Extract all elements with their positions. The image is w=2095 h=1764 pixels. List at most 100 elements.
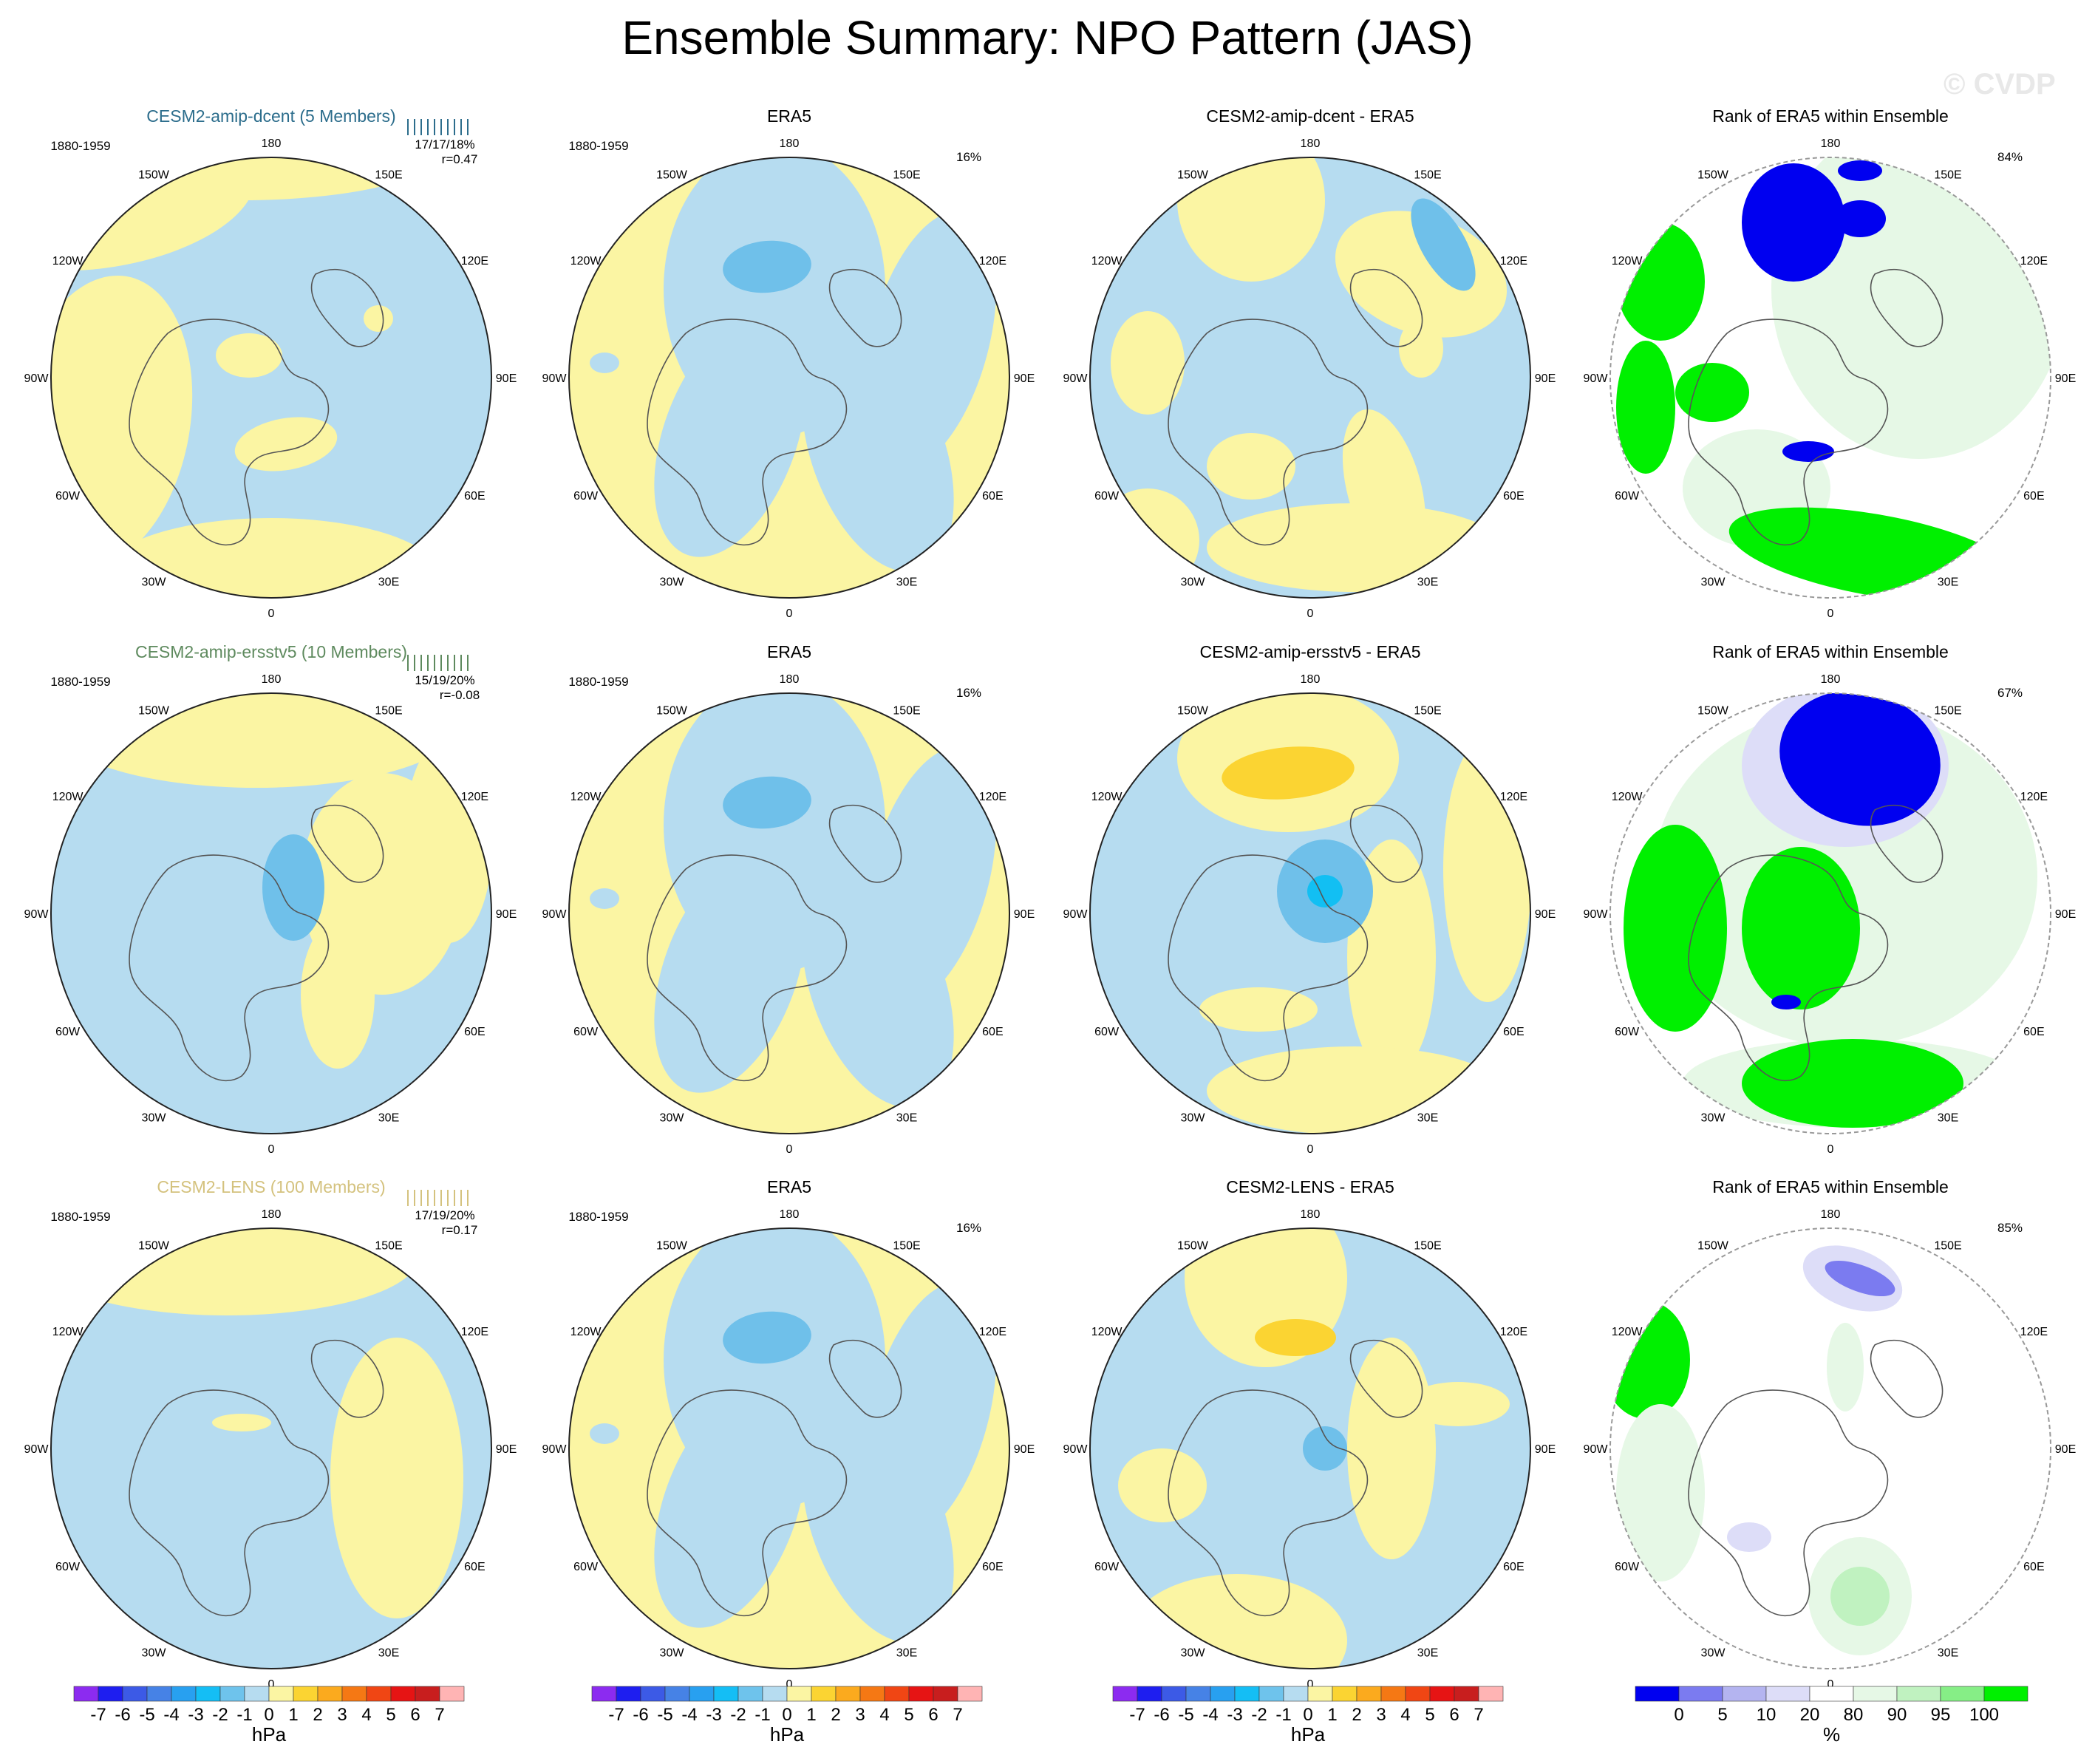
longitude-label: 30W (142, 576, 167, 588)
colorbar-swatch (1307, 1686, 1333, 1702)
longitude-label: 60E (982, 1561, 1003, 1573)
map-border (50, 1227, 492, 1669)
panel-title: CESM2-LENS (100 Members) (157, 1177, 385, 1196)
longitude-label: 0 (1827, 1143, 1834, 1156)
map-disc (1610, 693, 2051, 1134)
longitude-label: 150W (138, 705, 170, 718)
colorbar-tick-label: 3 (337, 1705, 347, 1725)
longitude-label: 150W (656, 705, 688, 718)
longitude-label: 150E (375, 1240, 402, 1253)
colorbar-tick-label: 5 (1425, 1705, 1434, 1725)
member-distribution-bar (407, 655, 469, 671)
longitude-label: 30W (660, 576, 685, 588)
longitude-label: 120W (570, 791, 602, 803)
colorbar-swatch (1983, 1686, 2028, 1702)
longitude-label: 120E (461, 1326, 488, 1338)
colorbar-tick-label: 5 (386, 1705, 395, 1725)
pattern-stats: 17/19/20% (415, 1208, 474, 1222)
longitude-label: 120E (2020, 791, 2048, 803)
longitude-label: 150W (138, 1240, 170, 1253)
longitude-label: 30W (1701, 576, 1726, 588)
colorbar-tick-label: 0 (264, 1705, 273, 1725)
colorbar-unit-label: % (1823, 1723, 1840, 1746)
longitude-label: 30W (1181, 1646, 1206, 1659)
colorbar-swatch (1234, 1686, 1260, 1702)
coastline (647, 1339, 902, 1617)
longitude-label: 180 (262, 1208, 282, 1221)
longitude-label: 30W (1701, 1646, 1726, 1659)
longitude-label: 150E (1414, 1240, 1441, 1253)
anomaly-region (723, 240, 811, 293)
colorbar-swatch (439, 1686, 465, 1702)
anomaly-region (723, 1311, 811, 1364)
longitude-label: 60E (1503, 490, 1524, 503)
longitude-label: 30E (378, 1111, 399, 1124)
anomaly-region (301, 921, 375, 1069)
colorbar-swatch (1161, 1686, 1187, 1702)
coastline (647, 268, 902, 546)
anomaly-region (1742, 163, 1845, 282)
longitude-label: 30W (1181, 1111, 1206, 1124)
colorbar-tick-label: 4 (1400, 1705, 1410, 1725)
map-disc (1610, 1228, 2051, 1669)
colorbar-tick-label: -2 (212, 1705, 228, 1725)
panel-r1-model: 180 150E 120E 90E 60E 30E 0 30W 60W 90W 120W 150W CE… (24, 106, 517, 620)
longitude-label: 120E (1500, 791, 1527, 803)
colorbar-swatch (591, 1686, 617, 1702)
anomaly-region (1825, 1260, 1895, 1297)
variance-percent: 16% (956, 150, 981, 164)
coastline (1168, 268, 1423, 546)
longitude-label: 90W (1584, 372, 1609, 385)
longitude-label: 30E (1417, 1646, 1438, 1659)
map-disc (51, 1228, 491, 1669)
longitude-label: 150W (656, 169, 688, 182)
longitude-label: 90E (2055, 1443, 2076, 1456)
colorbar-swatch (1210, 1686, 1236, 1702)
longitude-label: 150W (1177, 705, 1209, 718)
coastline (129, 804, 384, 1082)
panel-title: ERA5 (767, 106, 811, 126)
panel-r2-diff: 180 150E 120E 90E 60E 30E 0 30W 60W 90W 120W 150W CE… (1063, 642, 1556, 1156)
anomaly-region (51, 693, 463, 788)
colorbar-tick-label: 3 (855, 1705, 865, 1725)
anomaly-region (101, 518, 441, 598)
anomaly-region (262, 834, 324, 941)
colorbar-swatch (713, 1686, 739, 1702)
period-label: 1880-1959 (568, 1210, 628, 1224)
anomaly-region (1616, 341, 1675, 474)
panel-title: Rank of ERA5 within Ensemble (1712, 1177, 1949, 1196)
anomaly-region (1118, 1448, 1207, 1522)
longitude-label: 150E (1934, 1240, 1961, 1253)
longitude-label: 0 (1827, 1678, 1834, 1691)
panel-r3-diff: 180 150E 120E 90E 60E 30E 0 30W 60W 90W 120W 150W CE… (1063, 1177, 1556, 1691)
longitude-label: 90W (24, 908, 50, 921)
longitude-label: 60E (464, 1026, 485, 1038)
colorbar-swatch (293, 1686, 318, 1702)
colorbar-tick-label: 7 (1474, 1705, 1483, 1725)
longitude-label: 180 (1821, 1208, 1841, 1221)
colorbar-tick-label: 2 (1352, 1705, 1361, 1725)
colorbar-swatch (1380, 1686, 1406, 1702)
longitude-label: 60W (1094, 1026, 1120, 1038)
anomaly-region (1616, 1404, 1705, 1581)
anomaly-region (1443, 736, 1530, 1002)
longitude-label: 30W (1701, 1111, 1726, 1124)
panel-title: CESM2-amip-ersstv5 - ERA5 (1199, 642, 1420, 661)
panel-r1-era5: 180 150E 120E 90E 60E 30E 0 30W 60W 90W 120W 150W ER… (542, 106, 1035, 620)
longitude-label: 120E (1500, 1326, 1527, 1338)
longitude-label: 150E (893, 169, 920, 182)
longitude-label: 120W (1612, 255, 1643, 268)
colorbar-swatch (1356, 1686, 1382, 1702)
colorbar-swatch (1405, 1686, 1431, 1702)
colorbar-model: -7 -6 -5 -4 -3 -2 -1 0 1 2 3 4 5 6 7 hPa (73, 1686, 465, 1746)
longitude-label: 150W (1697, 705, 1729, 718)
panel-r3-era5: 180 150E 120E 90E 60E 30E 0 30W 60W 90W 120W 150W ER… (542, 1177, 1035, 1691)
anomaly-region (590, 1423, 619, 1444)
longitude-label: 90W (24, 1443, 50, 1456)
figure-title: Ensemble Summary: NPO Pattern (JAS) (621, 11, 1474, 64)
longitude-label: 60W (573, 490, 599, 503)
longitude-label: 180 (780, 1208, 800, 1221)
map-border (568, 1227, 1010, 1669)
variance-percent: 84% (1997, 150, 2023, 164)
